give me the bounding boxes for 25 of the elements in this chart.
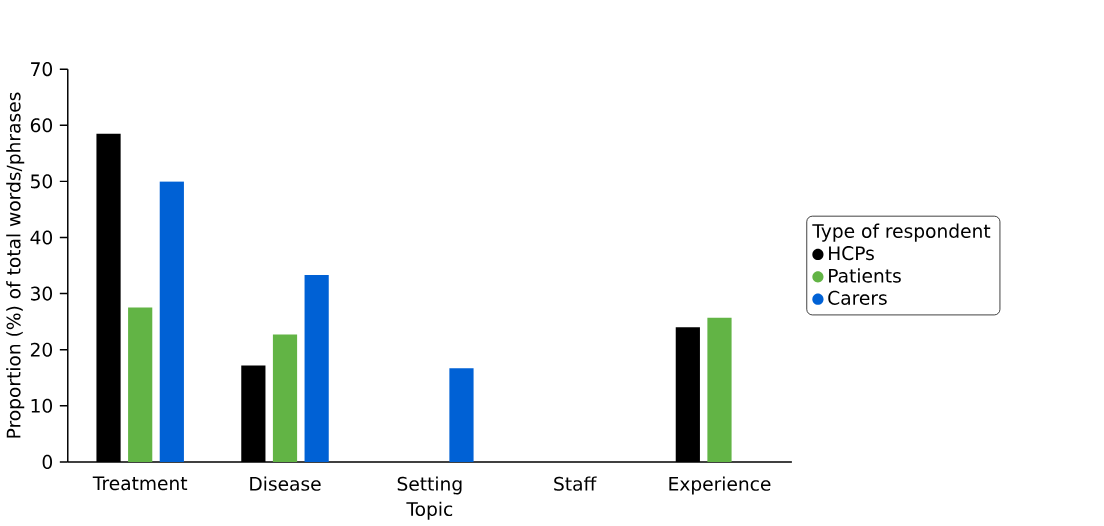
x-tick-label: Staff [554,476,597,491]
bar [304,275,329,462]
y-tick-label: 30 [31,286,53,301]
x-tick-label: Treatment [92,476,188,491]
bar [128,307,153,462]
y-tick-label: 10 [31,398,53,413]
y-axis-title: Proportion (%) of total words/phrases [6,92,25,438]
x-axis-title: Topic [406,501,453,520]
x-tick-label: Experience [669,476,771,495]
legend-title: Type of respondent [812,223,991,242]
bar [159,181,184,462]
y-tick-label: 50 [31,174,53,189]
x-tick-label: Disease [250,476,321,491]
bar [707,317,732,462]
y-tick-label: 70 [31,62,53,77]
y-tick-label: 40 [30,230,53,245]
x-tick-label: Setting [397,476,462,495]
bar [449,368,474,462]
legend-label: Carers [828,290,887,305]
bar [272,334,298,462]
y-tick-label: 0 [42,454,53,470]
legend-label: HCPs [829,246,874,261]
y-tick-label: 20 [30,342,53,357]
legend-label: Patients [829,268,901,283]
y-tick-label: 60 [30,118,53,133]
